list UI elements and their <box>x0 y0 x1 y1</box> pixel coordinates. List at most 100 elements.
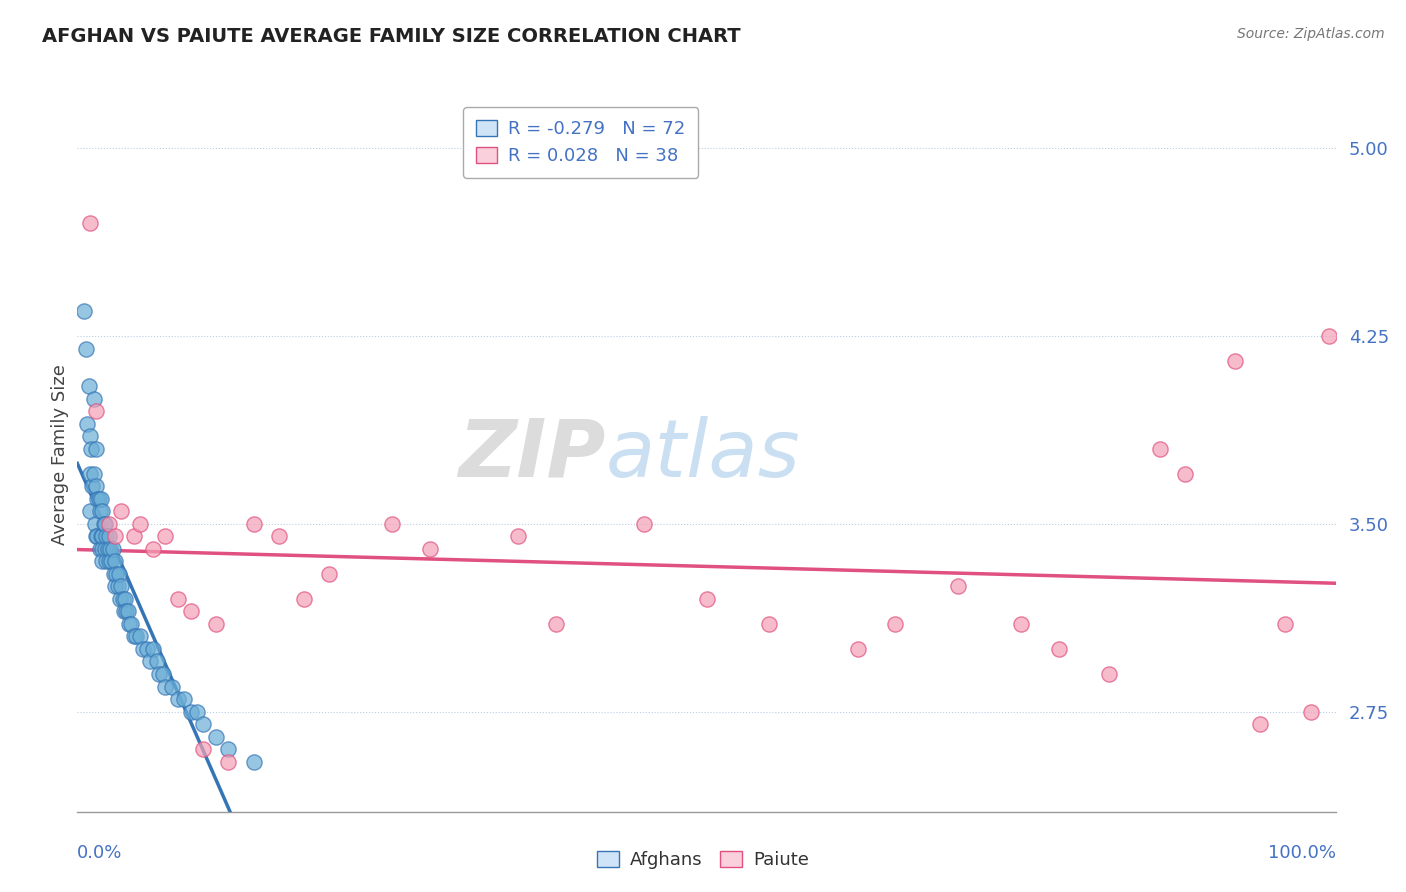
Point <box>110 579 132 593</box>
Point <box>91 541 114 556</box>
Point <box>318 566 340 581</box>
Point <box>98 541 121 556</box>
Text: AFGHAN VS PAIUTE AVERAGE FAMILY SIZE CORRELATION CHART: AFGHAN VS PAIUTE AVERAGE FAMILY SIZE COR… <box>42 27 741 45</box>
Point <box>506 529 529 543</box>
Point <box>117 604 139 618</box>
Point <box>91 554 114 568</box>
Point <box>242 516 264 531</box>
Point <box>93 516 115 531</box>
Point <box>155 680 177 694</box>
Text: Source: ZipAtlas.com: Source: ZipAtlas.com <box>1237 27 1385 41</box>
Point <box>173 692 195 706</box>
Point <box>104 554 127 568</box>
Point <box>94 541 117 556</box>
Legend: Afghans, Paiute: Afghans, Paiute <box>588 842 818 879</box>
Point <box>103 566 125 581</box>
Point <box>267 529 290 543</box>
Point <box>115 604 138 618</box>
Point <box>83 392 105 406</box>
Point <box>89 541 111 556</box>
Point <box>91 504 114 518</box>
Point <box>180 604 202 618</box>
Point <box>76 417 98 431</box>
Point <box>105 566 128 581</box>
Point <box>242 755 264 769</box>
Point <box>97 554 120 568</box>
Point <box>114 591 136 606</box>
Point <box>217 755 239 769</box>
Point <box>75 342 97 356</box>
Point <box>167 692 190 706</box>
Point <box>90 529 112 543</box>
Point <box>96 529 118 543</box>
Text: atlas: atlas <box>606 416 800 494</box>
Point <box>204 730 226 744</box>
Point <box>87 491 110 506</box>
Point <box>419 541 441 556</box>
Point <box>79 504 101 518</box>
Text: 100.0%: 100.0% <box>1268 844 1336 863</box>
Point <box>84 479 107 493</box>
Y-axis label: Average Family Size: Average Family Size <box>51 365 69 545</box>
Point <box>89 504 111 518</box>
Point <box>107 579 129 593</box>
Point <box>122 529 145 543</box>
Point <box>1149 442 1171 456</box>
Point <box>94 516 117 531</box>
Point <box>152 667 174 681</box>
Point <box>1047 642 1070 657</box>
Point <box>948 579 970 593</box>
Point <box>86 529 108 543</box>
Point <box>104 579 127 593</box>
Point <box>120 616 142 631</box>
Point <box>96 554 118 568</box>
Point <box>758 616 780 631</box>
Point <box>83 467 105 481</box>
Point <box>118 616 141 631</box>
Point <box>97 516 120 531</box>
Point <box>77 379 100 393</box>
Point <box>191 742 215 756</box>
Point <box>101 541 124 556</box>
Point <box>160 680 183 694</box>
Point <box>84 516 107 531</box>
Point <box>1010 616 1032 631</box>
Text: 0.0%: 0.0% <box>77 844 122 863</box>
Point <box>104 529 127 543</box>
Point <box>155 529 177 543</box>
Point <box>80 442 103 456</box>
Point <box>186 705 208 719</box>
Point <box>1249 717 1271 731</box>
Point <box>96 541 118 556</box>
Point <box>544 616 567 631</box>
Point <box>125 630 148 644</box>
Point <box>217 742 239 756</box>
Point <box>111 591 134 606</box>
Point <box>191 717 215 731</box>
Legend: R = -0.279   N = 72, R = 0.028   N = 38: R = -0.279 N = 72, R = 0.028 N = 38 <box>463 107 699 178</box>
Point <box>846 642 869 657</box>
Point <box>1274 616 1296 631</box>
Point <box>79 467 101 481</box>
Point <box>180 705 202 719</box>
Point <box>148 667 170 681</box>
Point <box>91 529 114 543</box>
Point <box>84 529 107 543</box>
Point <box>97 529 120 543</box>
Point <box>100 554 122 568</box>
Point <box>122 630 145 644</box>
Point <box>84 404 107 418</box>
Point <box>135 642 157 657</box>
Point <box>696 591 718 606</box>
Point <box>139 655 162 669</box>
Point <box>204 616 226 631</box>
Point <box>145 655 167 669</box>
Point <box>108 591 131 606</box>
Point <box>112 604 135 618</box>
Point <box>129 516 152 531</box>
Point <box>142 541 165 556</box>
Point <box>79 429 101 443</box>
Point <box>142 642 165 657</box>
Point <box>1098 667 1121 681</box>
Point <box>82 479 104 493</box>
